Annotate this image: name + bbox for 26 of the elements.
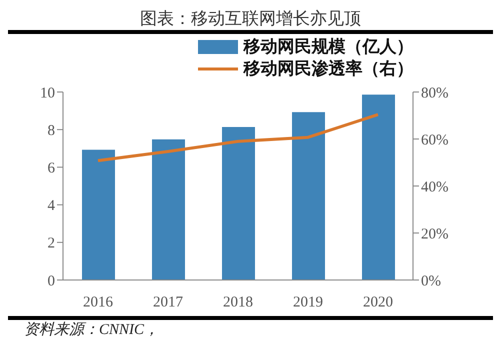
legend-label: 移动网民渗透率（右）: [244, 58, 414, 80]
bar: [362, 94, 395, 280]
bar: [222, 126, 255, 280]
bar: [82, 150, 115, 280]
chart-title: 图表：移动互联网增长亦见顶: [8, 8, 493, 34]
y2-tick-label: 0%: [421, 273, 441, 290]
x-tick-label: 2019: [293, 294, 323, 311]
y2-tick-label: 20%: [421, 226, 448, 242]
y2-tick-label: 40%: [421, 179, 448, 196]
line-series: [96, 113, 380, 162]
legend-label: 移动网民规模（亿人）: [244, 36, 414, 58]
y-tick-label: 2: [48, 236, 55, 252]
y-tick-label: 10: [40, 85, 55, 102]
y2-tick-label: 80%: [421, 85, 448, 102]
y-tick-label: 0: [48, 273, 55, 290]
bar: [292, 112, 325, 280]
y-tick-label: 8: [48, 122, 55, 139]
x-tick-label: 2020: [363, 294, 393, 311]
x-tick-label: 2017: [153, 294, 184, 311]
text: 资料来源：CNNIC，: [23, 320, 160, 339]
bar: [152, 139, 185, 280]
y-tick-label: 6: [48, 160, 56, 177]
y-tick-label: 4: [48, 198, 56, 214]
y2-tick-label: 60%: [421, 132, 448, 148]
x-tick-label: 2016: [83, 294, 114, 311]
x-tick-label: 2018: [223, 294, 253, 311]
